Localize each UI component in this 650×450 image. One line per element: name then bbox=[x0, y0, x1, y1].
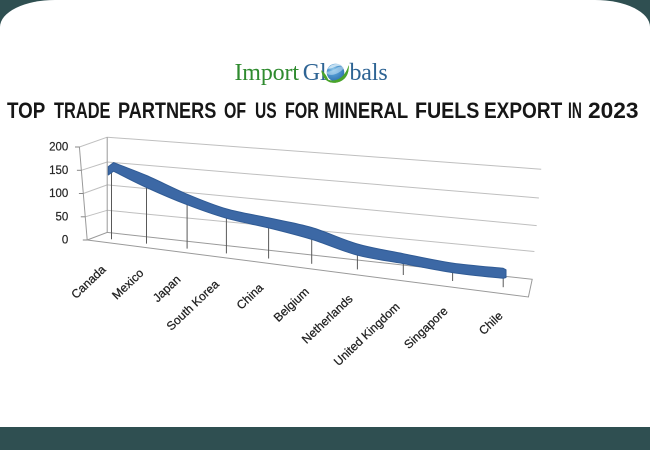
svg-text:100: 100 bbox=[49, 188, 68, 200]
svg-text:Singapore: Singapore bbox=[401, 304, 451, 352]
svg-text:Canada: Canada bbox=[68, 262, 108, 301]
svg-text:Chile: Chile bbox=[476, 309, 506, 338]
svg-text:Belgium: Belgium bbox=[271, 285, 312, 325]
svg-text:200: 200 bbox=[49, 142, 68, 154]
svg-text:Japan: Japan bbox=[150, 272, 183, 305]
svg-text:Mexico: Mexico bbox=[109, 266, 146, 303]
svg-text:0: 0 bbox=[62, 235, 68, 247]
svg-text:China: China bbox=[234, 280, 267, 312]
svg-text:50: 50 bbox=[56, 211, 69, 223]
svg-text:150: 150 bbox=[49, 165, 68, 177]
svg-text:Netherlands: Netherlands bbox=[299, 292, 356, 347]
